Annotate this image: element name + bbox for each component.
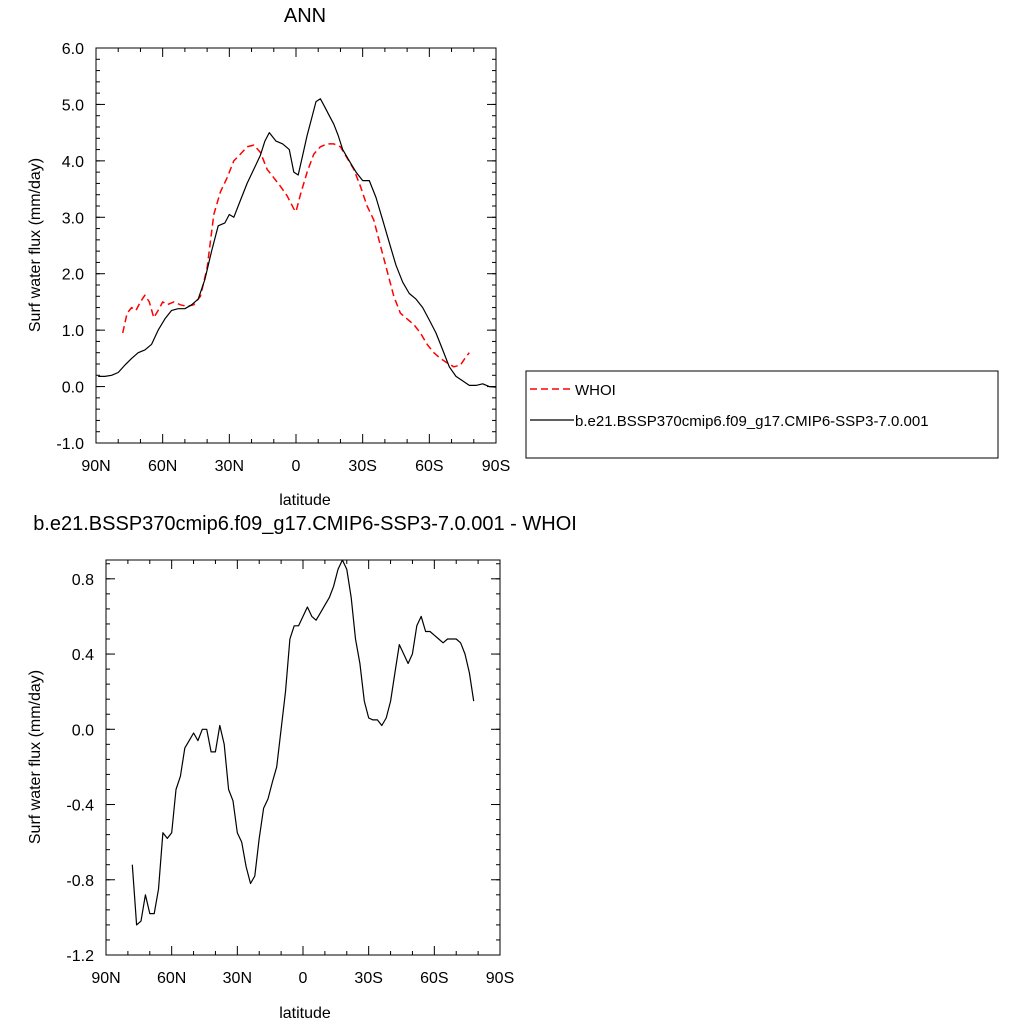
top-y-axis-label: Surf water flux (mm/day) (27, 158, 44, 332)
top-x-tick-label: 30S (348, 458, 376, 475)
bottom-chart-panel: b.e21.BSSP370cmip6.f09_g17.CMIP6-SSP3-7.… (27, 513, 577, 1022)
bottom-x-tick-label: 60S (420, 970, 448, 987)
bottom-y-axis-label: Surf water flux (mm/day) (27, 670, 44, 844)
top-y-tick-label: 0.0 (62, 380, 84, 397)
top-x-tick-label: 90N (81, 458, 110, 475)
legend-whoi-label: WHOI (575, 382, 616, 399)
bottom-plot-frame (105, 559, 501, 956)
top-series-line-whoi (121, 143, 470, 368)
top-chart-title: ANN (284, 5, 326, 27)
top-chart-panel: ANN 90N 60N 30N 0 30S 60S 90S 6.0 5.0 4.0 3.0 2.0 1.… (27, 5, 999, 509)
bottom-series (131, 559, 475, 926)
top-x-axis-label: latitude (279, 492, 331, 509)
top-plot-frame (95, 47, 497, 444)
top-y-tick-label: 1.0 (62, 323, 84, 340)
top-x-tick-label: 0 (292, 458, 301, 475)
bottom-ticks: 90N 60N 30N 0 30S 60S 90S 0.8 0.4 0.0 -0.4 -0.8 -1.2 (66, 560, 514, 987)
top-x-tick-label: 30N (215, 458, 244, 475)
top-x-tick-label: 60S (415, 458, 443, 475)
top-series-line-model (98, 98, 497, 388)
top-series (98, 98, 497, 388)
bottom-series-line-model (131, 559, 475, 926)
bottom-chart-title: b.e21.BSSP370cmip6.f09_g17.CMIP6-SSP3-7.… (33, 513, 577, 535)
legend-model-label: b.e21.BSSP370cmip6.f09_g17.CMIP6-SSP3-7.… (575, 413, 929, 430)
top-y-tick-label: -1.0 (56, 436, 84, 453)
top-ticks: 90N 60N 30N 0 30S 60S 90S 6.0 5.0 4.0 3.0 2.0 1.0 0.0… (56, 41, 510, 475)
bottom-x-tick-label: 90S (486, 970, 514, 987)
bottom-y-tick-label: 0.8 (72, 572, 94, 589)
bottom-y-tick-label: 0.4 (72, 647, 94, 664)
top-y-tick-label: 5.0 (62, 97, 84, 114)
top-x-tick-label: 60N (148, 458, 177, 475)
top-y-tick-label: 2.0 (62, 267, 84, 284)
bottom-y-tick-label: -1.2 (66, 948, 94, 965)
top-y-tick-label: 6.0 (62, 41, 84, 58)
legend-box (525, 370, 999, 459)
top-y-tick-label: 4.0 (62, 154, 84, 171)
bottom-y-tick-label: -0.8 (66, 873, 94, 890)
bottom-x-tick-label: 0 (299, 970, 308, 987)
bottom-x-axis-label: latitude (279, 1005, 331, 1022)
bottom-x-tick-label: 60N (157, 970, 186, 987)
bottom-x-tick-label: 90N (91, 970, 120, 987)
bottom-y-tick-label: -0.4 (66, 798, 94, 815)
bottom-y-tick-label: 0.0 (72, 722, 94, 739)
top-y-tick-label: 3.0 (62, 210, 84, 227)
top-x-tick-label: 90S (482, 458, 510, 475)
legend: WHOI b.e21.BSSP370cmip6.f09_g17.CMIP6-SS… (525, 370, 999, 459)
bottom-x-tick-label: 30N (223, 970, 252, 987)
bottom-x-tick-label: 30S (354, 970, 382, 987)
